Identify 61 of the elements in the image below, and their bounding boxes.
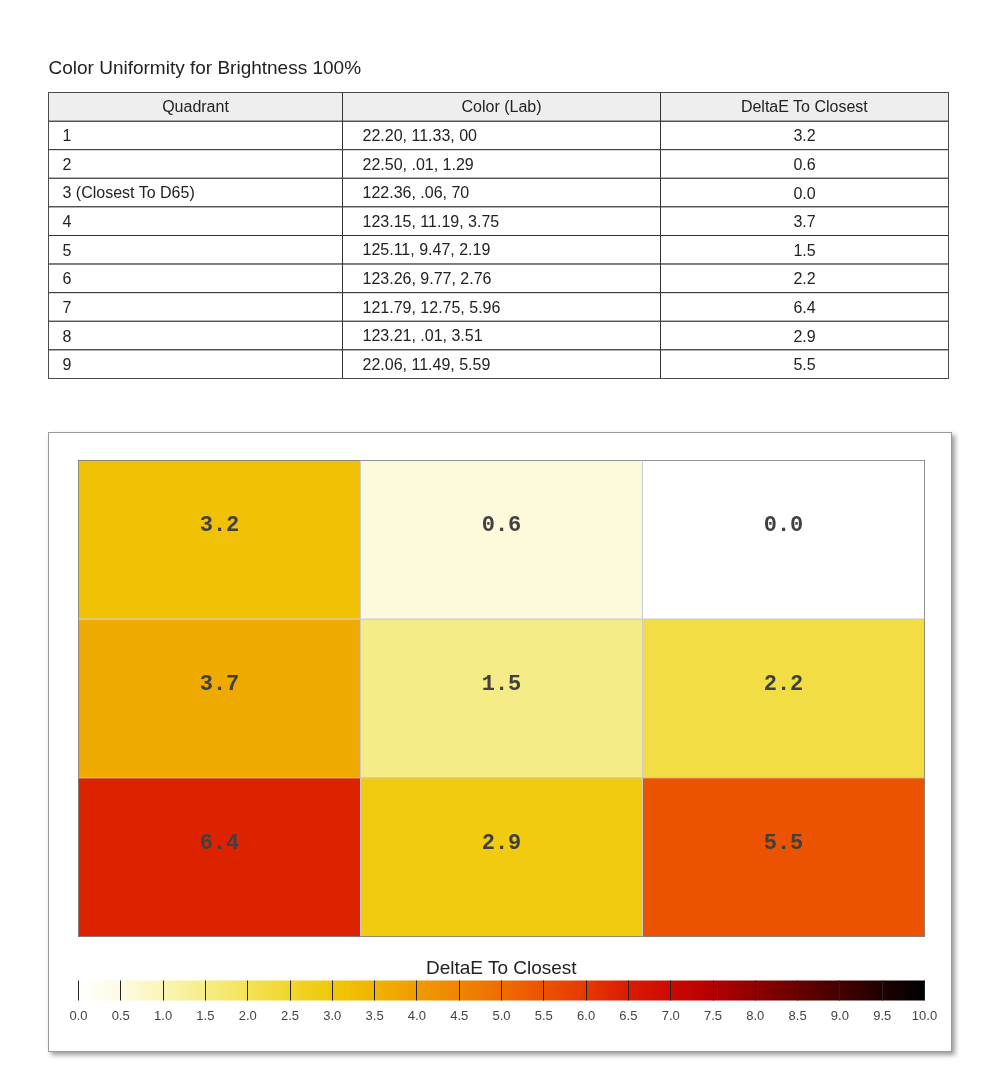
y-tick-label: 8 <box>62 327 72 345</box>
color-bar-label: 10.0 <box>911 1007 938 1023</box>
data-label: 1.5 <box>481 672 522 697</box>
color-bar-label: 8.5 <box>788 1007 807 1023</box>
data-label: 5.5 <box>793 356 816 374</box>
data-label: 3.2 <box>793 127 816 145</box>
y-tick-label: 4 <box>62 213 72 231</box>
y-tick-label: 1 <box>62 127 72 145</box>
text: 123.15, 11.19, 3.75 <box>362 212 500 230</box>
y-tick-label: 2 <box>62 156 72 173</box>
color-bar-label: 2.0 <box>238 1007 257 1023</box>
data-label: 0.6 <box>793 156 816 173</box>
color-bar-label: 2.5 <box>280 1007 300 1023</box>
color-bar-label: 0.0 <box>69 1007 88 1023</box>
color-bar-label: 3.5 <box>365 1007 384 1023</box>
data-label: 0.6 <box>481 513 522 539</box>
data-label: 6.4 <box>199 830 240 856</box>
data-label: 1.5 <box>793 241 816 259</box>
color-bar-label: 4.5 <box>450 1007 469 1023</box>
color-bar-label: 1.0 <box>154 1007 173 1023</box>
text: 122.36, .06, 70 <box>362 184 470 202</box>
color-bar-label: 3.0 <box>323 1007 342 1023</box>
y-tick-label: 7 <box>62 299 72 316</box>
data-label: 2.9 <box>481 830 522 856</box>
data-label: 2.9 <box>793 327 816 345</box>
text: 22.20, 11.33, 00 <box>362 126 477 144</box>
data-label: 0.0 <box>763 513 804 539</box>
color-bar-label: 5.0 <box>492 1007 511 1023</box>
color-bar-label: 9.0 <box>830 1007 849 1023</box>
text: 22.50, .01, 1.29 <box>362 155 474 173</box>
text: 123.26, 9.77, 2.76 <box>362 269 492 287</box>
y-axis-title: Quadrant <box>162 98 230 116</box>
color-bar-label: 7.5 <box>703 1007 723 1023</box>
data-label: 2.2 <box>793 270 816 288</box>
data-label: 2.2 <box>763 672 804 697</box>
color-bar-label: 9.5 <box>873 1007 892 1023</box>
data-label: 6.4 <box>793 299 816 316</box>
color-bar-title: DeltaE To Closest <box>426 956 578 978</box>
color-bar-label: 4.0 <box>407 1007 426 1023</box>
text: 121.79, 12.75, 5.96 <box>362 298 501 316</box>
color-bar-label: 8.0 <box>746 1007 765 1023</box>
x-tick-label: Color (Lab) <box>461 98 542 116</box>
y-tick-label: 6 <box>62 270 72 288</box>
color-bar-label: 7.0 <box>661 1007 680 1023</box>
text: 22.06, 11.49, 5.59 <box>362 355 491 373</box>
y-tick-label: 5 <box>62 241 72 259</box>
text: 125.11, 9.47, 2.19 <box>362 241 491 259</box>
y-tick-label: 9 <box>62 356 72 374</box>
color-bar-label: 6.5 <box>619 1007 638 1023</box>
color-bar-label: 0.5 <box>111 1007 130 1023</box>
data-label: 3.7 <box>199 672 240 697</box>
chart-title: Color Uniformity for Brightness 100% <box>48 56 362 78</box>
data-label: 3.7 <box>793 213 816 231</box>
data-label: 0.0 <box>793 184 816 202</box>
text: 123.21, .01, 3.51 <box>362 327 483 345</box>
y-tick-label: 3 (Closest To D65) <box>62 184 195 202</box>
color-bar-label: 1.5 <box>196 1007 215 1023</box>
color-bar-label: 5.5 <box>534 1007 553 1023</box>
data-label: 3.2 <box>199 513 240 539</box>
color-bar-label: 6.0 <box>577 1007 596 1023</box>
data-label: 5.5 <box>763 830 804 856</box>
